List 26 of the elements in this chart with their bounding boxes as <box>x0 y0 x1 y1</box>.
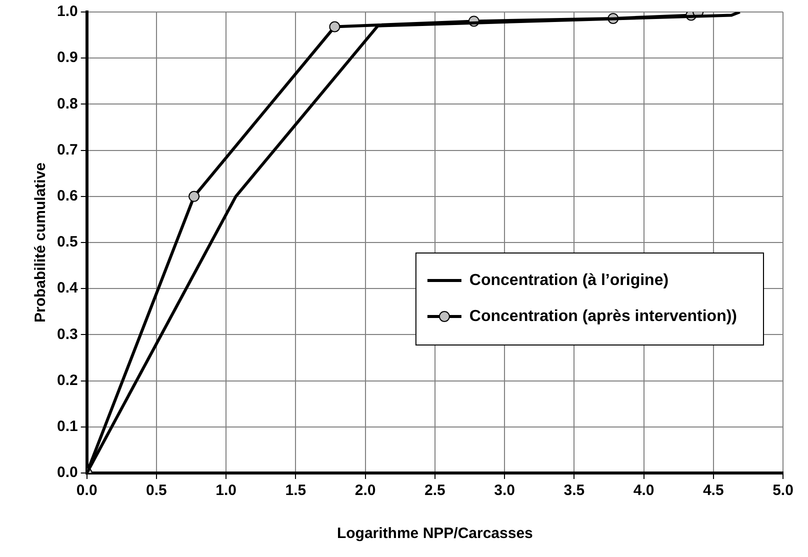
x-tick-label: 5.0 <box>772 482 794 500</box>
legend-label: Concentration (après intervention)) <box>469 308 737 325</box>
y-tick-label: 0.8 <box>56 95 78 112</box>
x-tick-label: 1.5 <box>285 482 306 500</box>
y-tick-label: 0.0 <box>56 464 78 482</box>
y-tick-label: 0.7 <box>56 141 78 158</box>
x-tick-label: 2.0 <box>354 482 376 500</box>
x-tick-label: 1.0 <box>216 482 237 500</box>
x-tick-label: 0.5 <box>146 482 167 500</box>
y-tick-label: 0.6 <box>56 188 78 205</box>
x-tick-label: 3.5 <box>564 482 585 500</box>
x-tick-label: 4.0 <box>633 482 654 500</box>
legend-label: Concentration (à l’origine) <box>469 272 669 289</box>
y-tick-label: 0.2 <box>56 372 78 389</box>
y-tick-label: 0.4 <box>56 280 78 297</box>
y-tick-label: 0.9 <box>56 49 78 66</box>
x-tick-label: 0.0 <box>76 482 98 500</box>
y-tick-label: 0.1 <box>56 418 78 436</box>
y-tick-label: 0.3 <box>56 326 78 343</box>
x-tick-label: 4.5 <box>702 482 724 500</box>
x-axis-title: Logarithme NPP/Carcasses <box>336 525 533 542</box>
y-axis-title: Probabilité cumulative <box>32 162 50 323</box>
x-tick-label: 2.5 <box>424 482 446 500</box>
y-tick-label: 1.0 <box>56 3 78 20</box>
x-tick-label: 3.0 <box>494 482 515 500</box>
y-tick-label: 0.5 <box>56 234 78 251</box>
